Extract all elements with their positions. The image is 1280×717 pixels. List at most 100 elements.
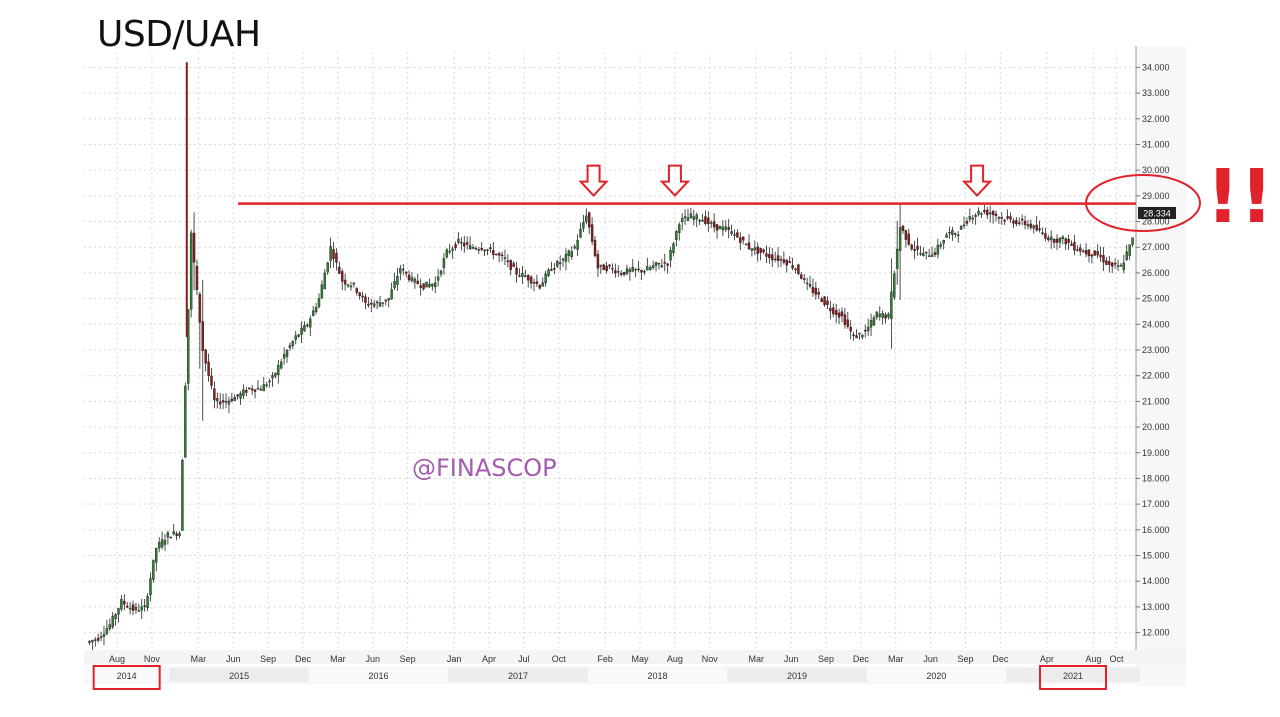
- candle-down: [506, 260, 510, 262]
- candle-down: [218, 401, 222, 405]
- candle-up: [544, 273, 547, 284]
- candle-down: [988, 212, 992, 215]
- price-tick-label: 21.000: [1142, 396, 1170, 406]
- candle-down: [1044, 233, 1047, 239]
- price-tick-label: 15.000: [1142, 551, 1170, 561]
- candle-up: [939, 244, 942, 247]
- candle-up: [680, 218, 684, 222]
- candle-up: [678, 224, 681, 234]
- down-arrow-icon: [659, 164, 691, 198]
- candle-down: [364, 296, 367, 303]
- candle-up: [256, 387, 260, 390]
- candle-down: [1113, 263, 1117, 265]
- candle-down: [1029, 223, 1033, 228]
- candle-down: [375, 301, 379, 304]
- candle-up: [959, 225, 963, 230]
- candle-up: [390, 289, 393, 300]
- candle-down: [948, 232, 951, 234]
- month-label: Mar: [330, 654, 346, 664]
- candle-down: [224, 401, 228, 403]
- candle-down: [515, 267, 518, 275]
- candle-down: [230, 398, 234, 402]
- candle-up: [1125, 251, 1128, 260]
- month-label: Dec: [853, 654, 870, 664]
- candle-down: [852, 334, 855, 336]
- candle-up: [971, 217, 974, 220]
- candle-up: [753, 247, 757, 251]
- candle-up: [294, 335, 297, 340]
- candle-up: [300, 327, 303, 335]
- candle-up: [262, 384, 266, 392]
- price-tick-label: 34.000: [1142, 62, 1170, 72]
- candle-down: [817, 292, 820, 295]
- candle-down: [771, 254, 774, 261]
- candle-up: [1122, 262, 1126, 271]
- candle-down: [864, 329, 867, 332]
- month-label: Sep: [400, 654, 416, 664]
- candle-up: [108, 624, 112, 629]
- candle-up: [399, 268, 402, 274]
- candle-up: [102, 633, 106, 637]
- candle-up: [669, 250, 672, 261]
- candle-down: [663, 262, 666, 264]
- candle-up: [457, 238, 460, 243]
- candle-down: [727, 227, 730, 230]
- candle-up: [637, 268, 640, 271]
- candle-down: [259, 388, 263, 391]
- candle-down: [123, 600, 126, 605]
- month-label: Jun: [226, 654, 241, 664]
- alert-marks: !!: [1206, 154, 1274, 240]
- candle-up: [710, 222, 713, 224]
- candle-down: [367, 303, 370, 306]
- candle-down: [832, 307, 835, 315]
- candle-up: [285, 349, 289, 357]
- candle-up: [271, 375, 274, 379]
- candle-up: [146, 595, 149, 609]
- candle-down: [175, 533, 178, 537]
- candle-up: [288, 345, 292, 348]
- month-label: Jun: [923, 654, 938, 664]
- candle-up: [326, 262, 329, 273]
- month-label: Jun: [784, 654, 799, 664]
- candle-up: [564, 253, 568, 262]
- candle-down: [486, 249, 489, 251]
- year-label: 2019: [787, 671, 807, 681]
- candle-up: [651, 265, 655, 269]
- month-label: Apr: [1040, 654, 1054, 664]
- candle-up: [585, 215, 588, 222]
- candle-up: [582, 221, 585, 229]
- candle-down: [1070, 243, 1073, 246]
- candle-up: [631, 267, 635, 272]
- month-label: Sep: [818, 654, 834, 664]
- candle-up: [686, 217, 690, 221]
- candle-up: [94, 639, 97, 641]
- price-tick-label: 30.000: [1142, 165, 1170, 175]
- candle-down: [198, 294, 202, 323]
- candle-down: [1079, 247, 1082, 252]
- candle-up: [974, 215, 977, 217]
- candle-up: [160, 539, 164, 548]
- candle-up: [317, 298, 321, 307]
- candle-up: [927, 255, 931, 257]
- candle-down: [590, 224, 594, 242]
- candle-up: [643, 271, 646, 273]
- candle-up: [402, 268, 405, 271]
- candle-down: [814, 287, 818, 295]
- candle-down: [800, 274, 803, 279]
- candle-up: [695, 214, 698, 220]
- candle-down: [204, 349, 207, 364]
- candle-up: [1032, 225, 1035, 229]
- month-label: Jul: [518, 654, 530, 664]
- candle-up: [381, 302, 385, 304]
- last-value-label: 28.334: [1143, 208, 1171, 218]
- candle-down: [497, 253, 501, 256]
- candle-down: [341, 271, 344, 282]
- candle-up: [573, 246, 576, 249]
- year-band: [587, 668, 728, 682]
- candle-down: [834, 310, 838, 315]
- candle-down: [803, 278, 806, 280]
- candle-up: [88, 640, 91, 644]
- candle-down: [1093, 250, 1096, 256]
- candle-down: [483, 249, 486, 252]
- candle-down: [404, 271, 408, 274]
